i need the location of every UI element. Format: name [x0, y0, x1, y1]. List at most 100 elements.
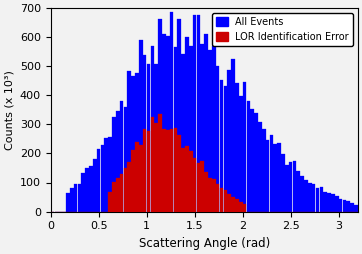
Bar [243, 204, 247, 212]
Bar [239, 202, 243, 212]
Bar [189, 46, 193, 212]
Bar [74, 184, 77, 212]
Bar [316, 188, 319, 212]
Bar [127, 162, 131, 212]
Bar [89, 166, 93, 212]
Bar [97, 149, 100, 212]
Bar [197, 164, 200, 212]
Bar [346, 201, 350, 212]
Bar [270, 135, 273, 212]
Bar [204, 34, 208, 212]
Bar [139, 145, 143, 212]
Bar [227, 194, 231, 212]
Bar [285, 165, 289, 212]
Bar [124, 107, 127, 212]
Bar [154, 65, 158, 212]
Bar [350, 203, 354, 212]
X-axis label: Scattering Angle (rad): Scattering Angle (rad) [139, 237, 270, 250]
Bar [101, 145, 104, 212]
Bar [320, 187, 323, 212]
Bar [223, 86, 227, 212]
Bar [185, 146, 189, 212]
Bar [327, 193, 331, 212]
Bar [158, 114, 162, 212]
Bar [273, 144, 277, 212]
Legend: All Events, LOR Identification Error: All Events, LOR Identification Error [212, 13, 353, 46]
Bar [93, 158, 97, 212]
Bar [143, 129, 147, 212]
Bar [227, 70, 231, 212]
Bar [216, 184, 219, 212]
Bar [181, 148, 185, 212]
Bar [70, 188, 73, 212]
Bar [131, 150, 135, 212]
Bar [181, 54, 185, 212]
Bar [139, 40, 143, 212]
Bar [108, 137, 112, 212]
Bar [135, 142, 139, 212]
Bar [166, 36, 169, 212]
Bar [116, 111, 119, 212]
Bar [254, 114, 258, 212]
Bar [235, 199, 239, 212]
Bar [108, 192, 112, 212]
Bar [208, 50, 212, 212]
Bar [170, 12, 173, 212]
Bar [292, 161, 296, 212]
Bar [277, 143, 281, 212]
Bar [177, 135, 181, 212]
Bar [235, 83, 239, 212]
Bar [266, 140, 269, 212]
Bar [339, 199, 342, 212]
Bar [66, 193, 70, 212]
Bar [323, 192, 327, 212]
Bar [243, 82, 247, 212]
Bar [312, 184, 316, 212]
Bar [296, 171, 300, 212]
Bar [216, 66, 219, 212]
Bar [112, 117, 116, 212]
Bar [258, 122, 262, 212]
Bar [158, 19, 162, 212]
Bar [281, 154, 285, 212]
Bar [208, 178, 212, 212]
Bar [147, 64, 150, 212]
Bar [201, 44, 204, 212]
Bar [220, 81, 223, 212]
Bar [231, 59, 235, 212]
Bar [193, 158, 197, 212]
Bar [331, 194, 335, 212]
Bar [308, 183, 312, 212]
Bar [204, 172, 208, 212]
Bar [220, 188, 223, 212]
Bar [193, 15, 197, 212]
Bar [185, 37, 189, 212]
Bar [147, 131, 150, 212]
Bar [247, 102, 250, 212]
Bar [127, 71, 131, 212]
Bar [151, 46, 154, 212]
Bar [212, 179, 216, 212]
Bar [239, 96, 243, 212]
Bar [335, 196, 338, 212]
Bar [212, 46, 216, 212]
Bar [197, 15, 200, 212]
Bar [170, 129, 173, 212]
Bar [342, 200, 346, 212]
Bar [354, 205, 358, 212]
Bar [143, 55, 147, 212]
Bar [304, 180, 308, 212]
Bar [173, 128, 177, 212]
Bar [289, 162, 292, 212]
Bar [177, 19, 181, 212]
Bar [162, 129, 166, 212]
Bar [251, 108, 254, 212]
Bar [116, 178, 119, 212]
Bar [300, 176, 304, 212]
Bar [262, 129, 266, 212]
Bar [166, 130, 169, 212]
Bar [104, 138, 108, 212]
Bar [154, 123, 158, 212]
Bar [85, 168, 89, 212]
Bar [173, 47, 177, 212]
